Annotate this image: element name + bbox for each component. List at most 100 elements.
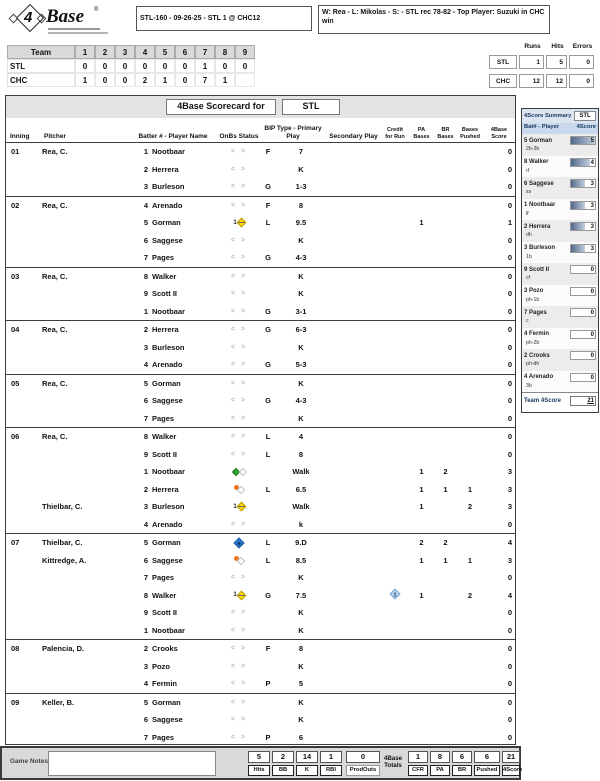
- stat-label: PA: [430, 765, 450, 776]
- batter-name: Scott II: [152, 449, 178, 459]
- summary-player-name: 8 Walker: [524, 159, 549, 165]
- scorecard-row: 05 Rea, C. 5 Gorman < > K 0: [6, 375, 515, 393]
- linescore-inning-header: 3: [115, 45, 135, 59]
- empty-diamond-icon: < >: [230, 326, 248, 334]
- pitcher-name: Thielbar, C.: [42, 502, 83, 512]
- scorecard-row: 8 Walker 1 G 7.5 1 1 2 4: [6, 587, 515, 605]
- batter-name: Nootbaar: [152, 147, 185, 157]
- summary-score-box: 0: [570, 265, 596, 274]
- empty-diamond-icon: < >: [230, 450, 248, 458]
- onbs-status-cell: < >: [218, 252, 260, 264]
- bip-type: G: [265, 306, 271, 316]
- onbs-orange-icon: [234, 555, 246, 567]
- empty-diamond-icon: < >: [230, 733, 248, 741]
- stat-label: BR: [452, 765, 472, 776]
- empty-diamond-icon: < >: [230, 520, 248, 528]
- batter-number: 3: [143, 342, 148, 352]
- logo-number: 4: [24, 9, 33, 26]
- linescore-row: STL 0 0 0 0 0 0 1 0 0: [7, 59, 255, 73]
- batter-number: 8: [143, 432, 148, 442]
- stat-label: 4Score: [502, 765, 522, 776]
- primary-play: K: [298, 625, 304, 635]
- linescore-inning-header: 1: [75, 45, 95, 59]
- fourbase-score: 0: [507, 715, 512, 725]
- summary-score-value: 3: [590, 202, 594, 209]
- scorecard-title: 4Base Scorecard for: [166, 99, 276, 115]
- bases-pushed: 1: [467, 555, 473, 565]
- batter-name: Herrera: [152, 484, 179, 494]
- scorecard-row: 9 Scott II < > K 0: [6, 285, 515, 303]
- onbs-status-cell: < >: [218, 518, 260, 530]
- summary-score-value: 3: [590, 224, 594, 230]
- onbs-gray-icon: < >: [231, 163, 247, 175]
- primary-play: K: [298, 342, 304, 352]
- stat-value: 21: [502, 751, 520, 763]
- stat-value: 0: [346, 751, 380, 763]
- col-bases-pushed: Bases Pushed: [460, 127, 480, 140]
- linescore-score-cell: 1: [75, 73, 95, 87]
- linescore-score-cell: 1: [155, 73, 175, 87]
- outline-diamond-icon: [238, 467, 247, 476]
- onbs-blue-icon: [233, 537, 245, 549]
- primary-play: K: [298, 289, 304, 299]
- inning-group: 03 Rea, C. 8 Walker < > K 0 9 Scott II < > K 0 1 Noot…: [6, 266, 515, 321]
- summary-player-name: 3 Pozo: [524, 288, 544, 294]
- summary-player-position: cf: [526, 275, 531, 281]
- bip-type: G: [265, 253, 271, 263]
- onbs-status-cell: [218, 466, 260, 478]
- summary-score-value: 3: [590, 181, 594, 187]
- onbs-status-cell: < >: [218, 448, 260, 460]
- primary-play: 4: [298, 432, 304, 442]
- linescore-score-cell: 0: [95, 73, 115, 87]
- summary-score-bar: [571, 201, 585, 209]
- empty-diamond-icon: < >: [230, 397, 248, 405]
- blue-diamond-icon: [233, 537, 245, 549]
- linescore-score-cell: 1: [195, 59, 215, 73]
- summary-score-box: 0: [570, 351, 596, 360]
- scorecard-row: 08 Palencia, D. 2 Crooks < > F 8 0: [6, 640, 515, 658]
- game-notes-input[interactable]: [48, 751, 216, 776]
- linescore-score-cell: 0: [155, 59, 175, 73]
- fourbase-score: 0: [507, 625, 512, 635]
- onbs-gray-icon: < >: [231, 518, 247, 530]
- logo-tagline: [48, 32, 108, 34]
- primary-play: K: [298, 271, 304, 281]
- scorecard-row: 6 Saggese < > K 0: [6, 232, 515, 250]
- onbs-status-cell: < >: [218, 643, 260, 655]
- onbs-status-cell: < >: [218, 696, 260, 708]
- game-info-box: STL-160 - 09-26-25 - STL 1 @ CHC12: [136, 6, 312, 31]
- primary-play: 8.5: [295, 555, 307, 565]
- rhe-row: STL 1 5 0: [489, 55, 599, 69]
- linescore-inning-header: 6: [175, 45, 195, 59]
- onbs-gray-icon: < >: [231, 431, 247, 443]
- onbs-status-cell: < >: [218, 146, 260, 158]
- scorecard-row: 03 Rea, C. 8 Walker < > K 0: [6, 268, 515, 286]
- fourbase-score: 0: [507, 396, 512, 406]
- br-bases: 1: [443, 484, 448, 494]
- stat-label: ProdOuts: [346, 765, 380, 776]
- stat-value: 6: [474, 751, 500, 763]
- fourbase-score: 1: [507, 218, 512, 228]
- fourbase-score: 0: [507, 253, 512, 263]
- fourbase-score: 0: [507, 644, 512, 654]
- batter-name: Pozo: [152, 661, 170, 671]
- onbs-gray-icon: < >: [231, 270, 247, 282]
- batter-name: Gorman: [152, 697, 181, 707]
- batter-number: 9: [143, 289, 148, 299]
- team-4score-label: Team 4Score: [524, 397, 561, 404]
- primary-play: 5-3: [295, 360, 307, 370]
- summary-score-box: 0: [570, 308, 596, 317]
- summary-player-row: 4 Fermin 0 ph-2b: [522, 327, 598, 349]
- summary-player-position: lf: [526, 210, 529, 217]
- onbs-number: 1: [233, 592, 237, 599]
- summary-player-row: 1 Nootbaar 3 lf: [522, 198, 598, 220]
- fourbase-score: 0: [507, 432, 512, 442]
- fourbase-score: 0: [507, 182, 512, 192]
- bip-type: G: [265, 182, 271, 192]
- linescore-team-name: STL: [7, 59, 75, 73]
- stat-label: BB: [272, 765, 294, 776]
- rhe-runs: 12: [519, 74, 544, 88]
- bases-pushed: 1: [467, 484, 473, 494]
- 4base-totals-label: 4Base Totals: [383, 755, 403, 770]
- empty-diamond-icon: < >: [230, 379, 248, 387]
